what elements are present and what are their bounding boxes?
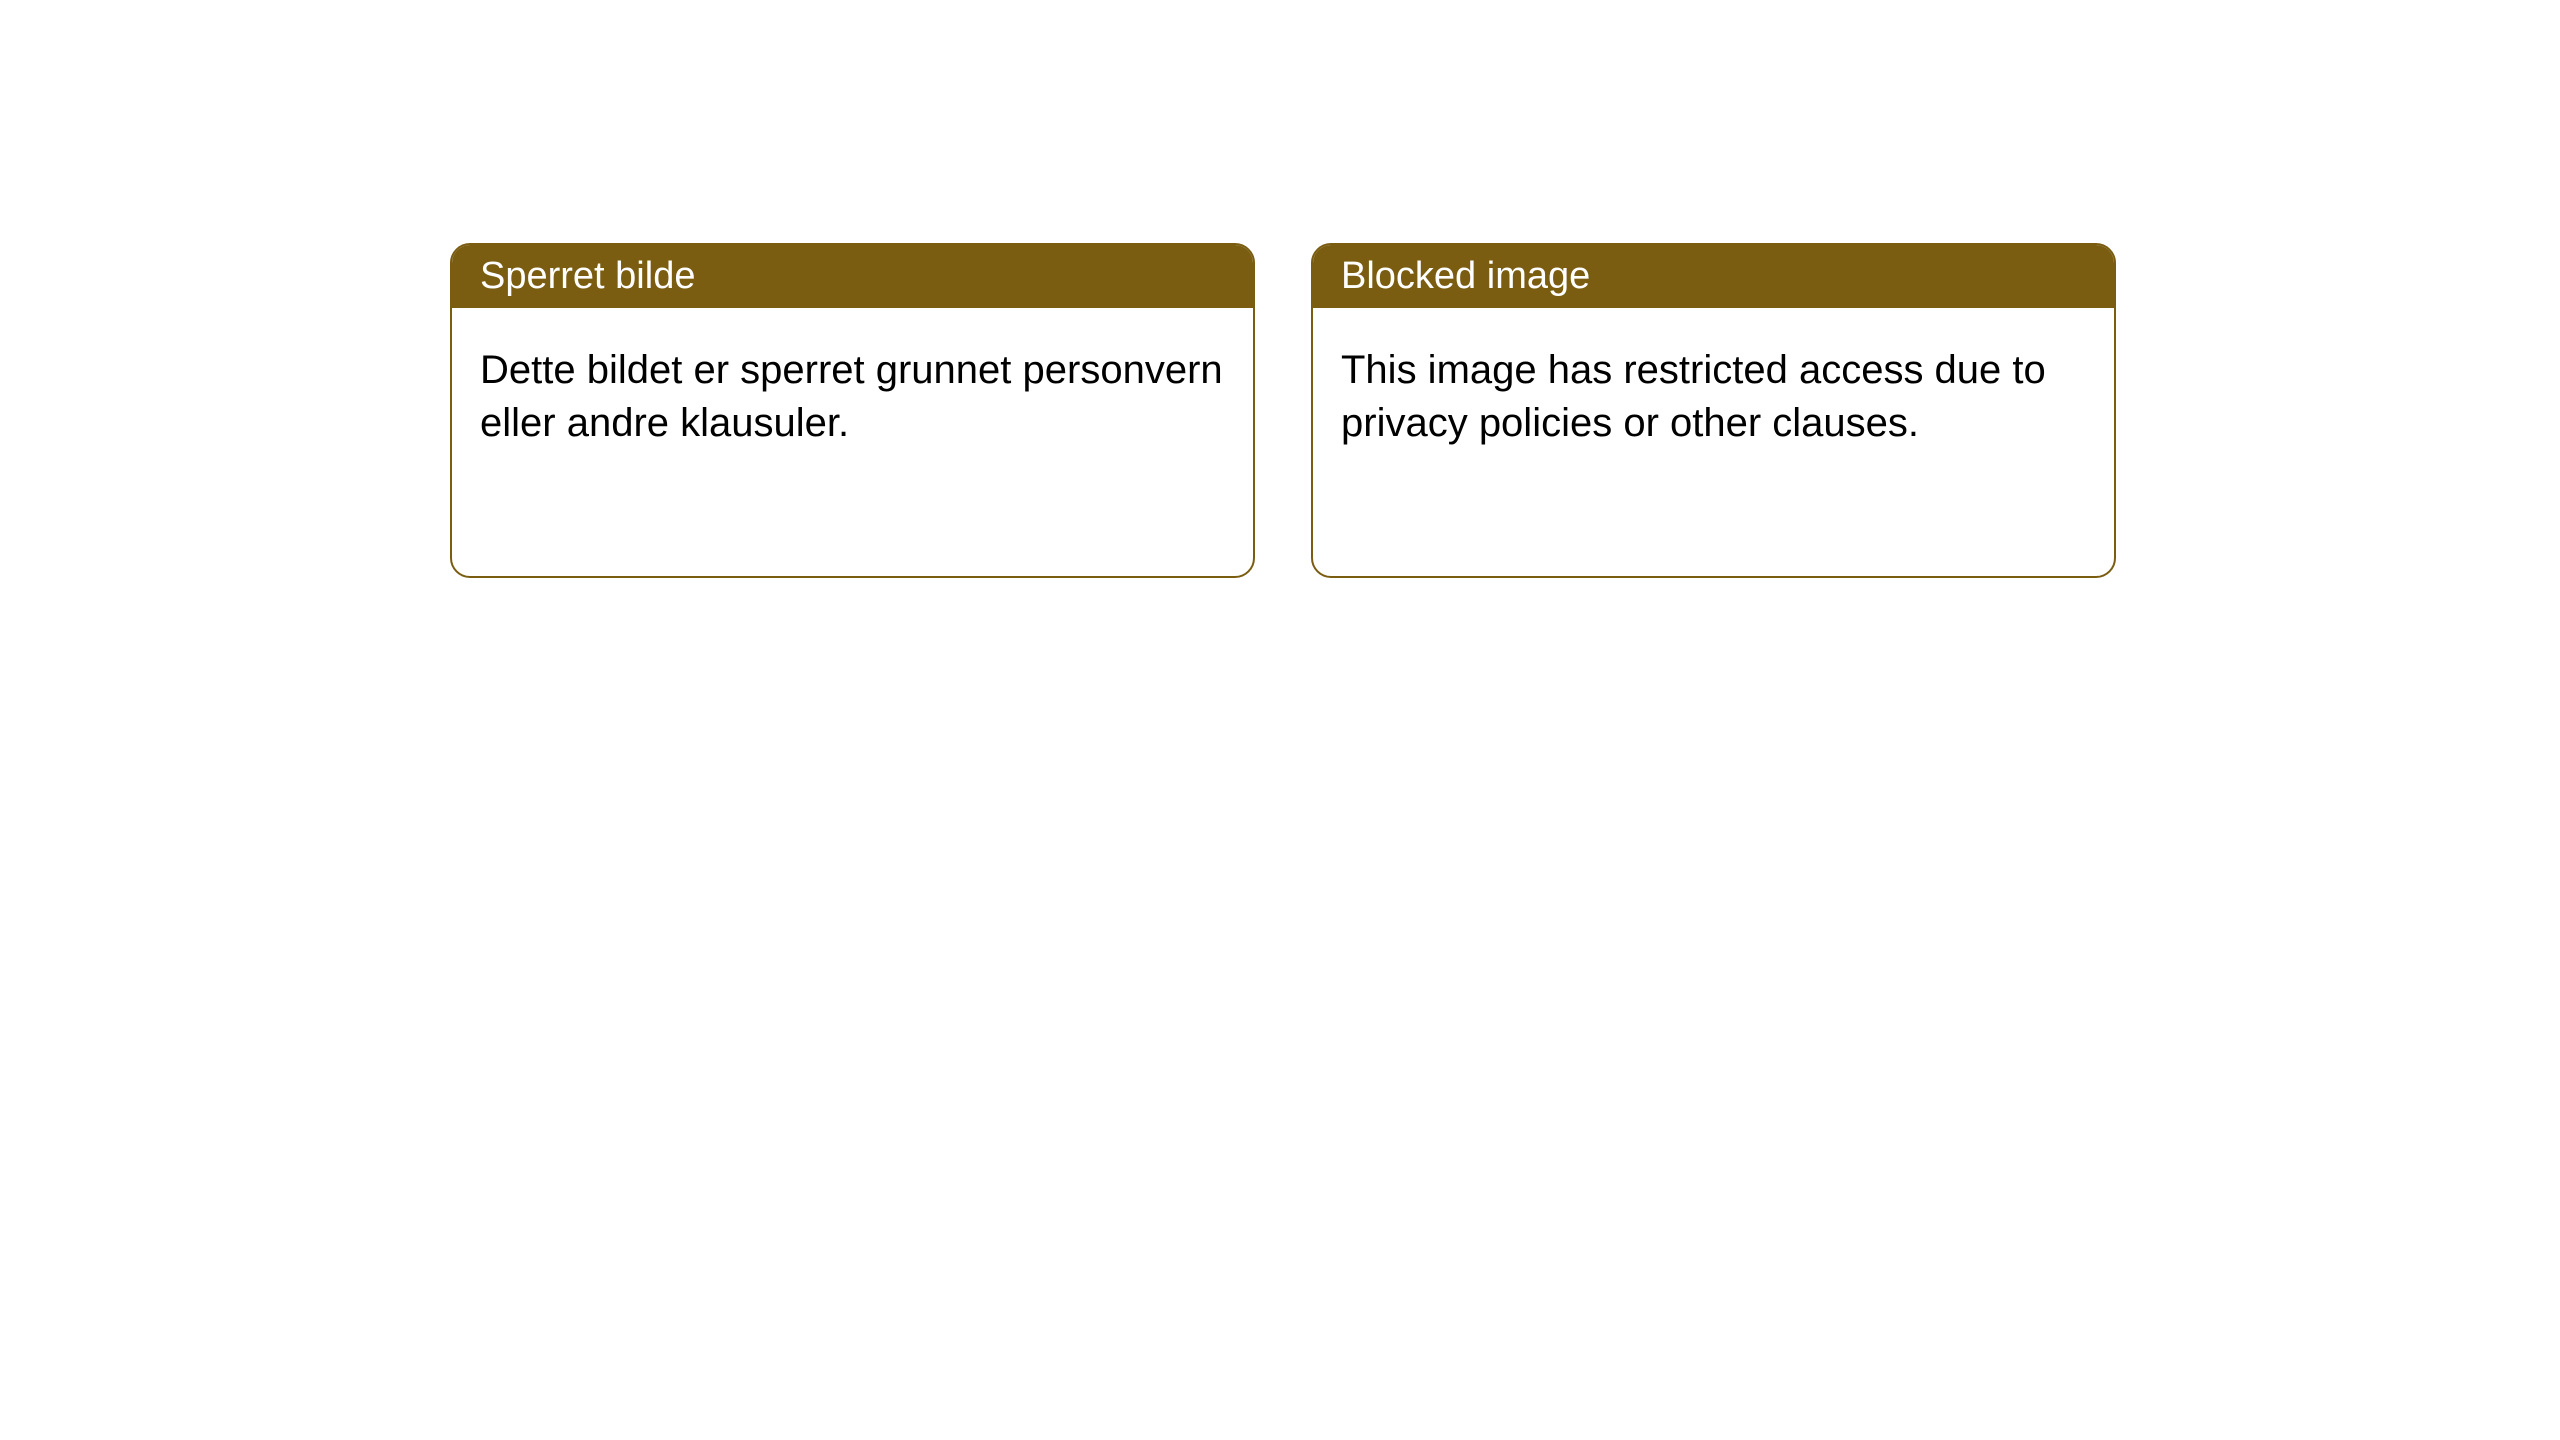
notice-body: Dette bildet er sperret grunnet personve… (452, 308, 1253, 486)
notice-text: This image has restricted access due to … (1341, 348, 2046, 445)
notice-text: Dette bildet er sperret grunnet personve… (480, 348, 1223, 445)
notice-container: Sperret bilde Dette bildet er sperret gr… (0, 0, 2560, 578)
notice-header: Sperret bilde (452, 245, 1253, 308)
notice-title: Sperret bilde (480, 255, 695, 297)
notice-box-norwegian: Sperret bilde Dette bildet er sperret gr… (450, 243, 1255, 578)
notice-box-english: Blocked image This image has restricted … (1311, 243, 2116, 578)
notice-header: Blocked image (1313, 245, 2114, 308)
notice-body: This image has restricted access due to … (1313, 308, 2114, 486)
notice-title: Blocked image (1341, 255, 1590, 297)
